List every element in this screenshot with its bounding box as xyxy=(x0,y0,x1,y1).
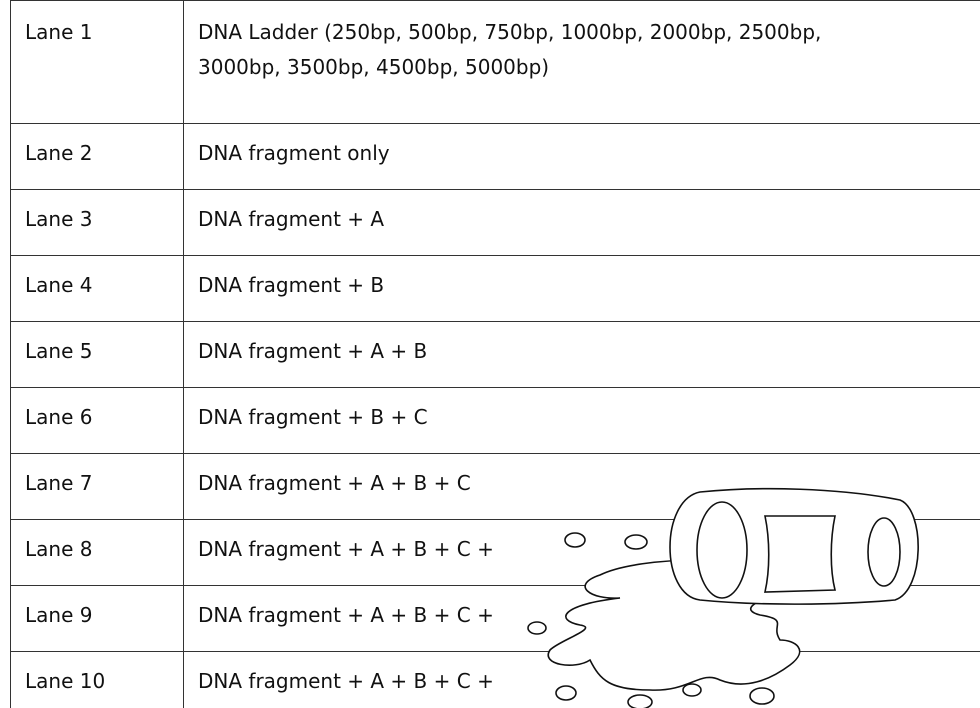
tube-end xyxy=(867,517,901,587)
table-row: Lane 2 DNA fragment only xyxy=(10,123,980,190)
droplet xyxy=(627,694,653,708)
description-cell: DNA fragment + B + C xyxy=(183,387,980,454)
droplet xyxy=(564,532,586,548)
tube-liquid xyxy=(763,515,837,593)
lane-cell: Lane 3 xyxy=(10,189,184,256)
table-row: Lane 6 DNA fragment + B + C xyxy=(10,387,980,454)
table-row: Lane 3 DNA fragment + A xyxy=(10,189,980,256)
droplet xyxy=(555,685,577,701)
lane-cell: Lane 9 xyxy=(10,585,184,652)
table-row: Lane 4 DNA fragment + B xyxy=(10,255,980,322)
description-cell: DNA fragment only xyxy=(183,123,980,190)
droplet xyxy=(682,683,702,697)
description-cell: DNA Ladder (250bp, 500bp, 750bp, 1000bp,… xyxy=(183,0,980,124)
description-cell: DNA fragment + B xyxy=(183,255,980,322)
lane-cell: Lane 8 xyxy=(10,519,184,586)
lane-cell: Lane 2 xyxy=(10,123,184,190)
description-cell: DNA fragment + A xyxy=(183,189,980,256)
tube-opening xyxy=(696,501,748,599)
table-row: Lane 1 DNA Ladder (250bp, 500bp, 750bp, 1… xyxy=(10,0,980,124)
lane-cell: Lane 7 xyxy=(10,453,184,520)
lane-cell: Lane 6 xyxy=(10,387,184,454)
lane-cell: Lane 1 xyxy=(10,0,184,124)
droplet xyxy=(527,621,547,635)
droplet xyxy=(749,687,775,705)
droplet xyxy=(624,534,648,550)
